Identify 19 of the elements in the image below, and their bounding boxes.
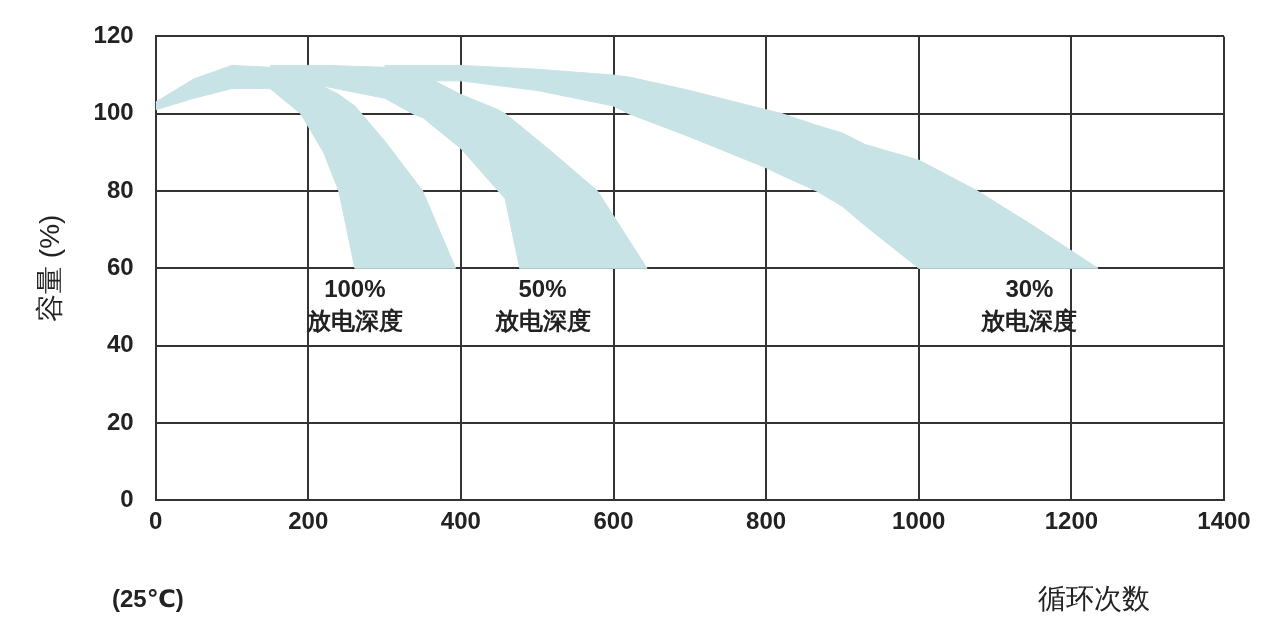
text: (25℃)	[112, 584, 184, 612]
y-tick-label: 0	[120, 484, 134, 512]
y-tick-label: 20	[106, 407, 134, 435]
y-axis-title: 容量 (%)	[33, 214, 65, 322]
x-tick-label: 800	[746, 507, 787, 535]
x-tick-label: 400	[440, 507, 481, 535]
y-tick-label: 40	[106, 330, 134, 358]
x-tick-label: 0	[148, 507, 163, 535]
x-tick-label: 1400	[1197, 507, 1251, 535]
x-tick-label: 1000	[892, 507, 946, 535]
y-tick-label: 100	[93, 98, 134, 126]
x-tick-label: 1200	[1044, 507, 1099, 535]
x-tick-label: 200	[288, 507, 329, 535]
y-tick-label: 60	[106, 252, 134, 280]
x-axis-title: 循环次数	[1038, 582, 1150, 614]
y-tick-label: 120	[93, 21, 134, 49]
y-tick-label: 80	[106, 175, 134, 203]
annotation: 50% 放电深度	[493, 274, 591, 334]
x-tick-label: 600	[593, 507, 634, 535]
